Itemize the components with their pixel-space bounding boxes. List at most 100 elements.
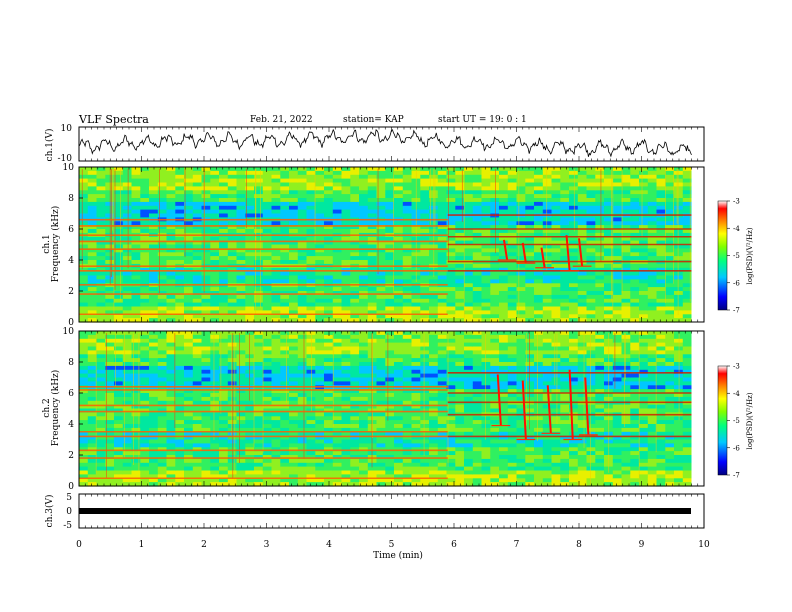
spectrogram-cell bbox=[96, 229, 106, 234]
spectrogram-cell bbox=[87, 478, 98, 483]
spectrogram-cell bbox=[542, 190, 553, 195]
spectrogram-cell bbox=[297, 182, 308, 187]
spectrogram-cell bbox=[595, 271, 605, 277]
spectrogram-cell bbox=[674, 248, 684, 253]
spectrogram-cell bbox=[472, 385, 483, 390]
spectrogram-cell bbox=[437, 167, 448, 172]
spectrogram-cell bbox=[184, 420, 194, 425]
spectrogram-cell bbox=[490, 350, 500, 355]
spectrogram-cell bbox=[499, 427, 509, 433]
spectrogram-cell bbox=[490, 431, 500, 437]
spectrogram-cell bbox=[341, 306, 351, 311]
spectrogram-cell bbox=[332, 350, 343, 355]
spectrogram-cell bbox=[105, 412, 115, 417]
spectrogram-cell bbox=[175, 350, 185, 355]
spectrogram-cell bbox=[621, 174, 631, 180]
spectrogram-cell bbox=[289, 334, 299, 340]
spectrogram-cell bbox=[289, 470, 299, 475]
spectrogram-cell bbox=[175, 302, 185, 308]
spectrogram-cell bbox=[324, 420, 334, 425]
spectrogram-cell bbox=[184, 331, 194, 336]
spectrogram-cell bbox=[149, 365, 159, 371]
spectrogram-cell bbox=[507, 447, 518, 452]
spectrogram-cell bbox=[525, 427, 535, 433]
spectrogram-cell bbox=[297, 451, 308, 456]
spectrogram-cell bbox=[656, 225, 666, 230]
spectrogram-cell bbox=[96, 466, 106, 472]
spectrogram-cell bbox=[437, 350, 448, 355]
spectrogram-cell bbox=[149, 466, 159, 472]
spectrogram-cell bbox=[367, 470, 378, 475]
spectrogram-cell bbox=[464, 198, 474, 203]
ytick-label: 0 bbox=[68, 318, 74, 328]
spectrogram-cell bbox=[297, 205, 308, 211]
spectrogram-cell bbox=[210, 455, 220, 460]
spectrogram-cell bbox=[569, 186, 579, 191]
spectrogram-cell bbox=[402, 182, 413, 187]
spectrogram-cell bbox=[114, 404, 124, 410]
spectrogram-cell bbox=[542, 174, 553, 180]
spectrogram-cell bbox=[429, 447, 439, 452]
spectrogram-cell bbox=[245, 190, 255, 195]
spectrogram-cell bbox=[280, 369, 290, 375]
spectrogram-cell bbox=[376, 194, 386, 199]
spectrogram-cell bbox=[437, 302, 448, 308]
spectrogram-cell bbox=[219, 201, 229, 207]
spectrogram-cell bbox=[569, 314, 579, 319]
spectrogram-cell bbox=[446, 170, 456, 176]
spectrogram-cell bbox=[647, 229, 658, 234]
spectrogram-cell bbox=[341, 170, 351, 176]
spectrogram-cell bbox=[551, 310, 561, 315]
spectrogram-cell bbox=[612, 232, 623, 238]
spectrogram-cell bbox=[175, 240, 185, 246]
spectrogram-cell bbox=[516, 334, 526, 340]
spectrogram-cell bbox=[612, 271, 623, 277]
spectrogram-cell bbox=[157, 334, 168, 340]
spectrogram-cell bbox=[87, 201, 98, 207]
spectrogram-cell bbox=[324, 478, 334, 483]
spectrogram-cell bbox=[96, 447, 106, 452]
spectrogram-cell bbox=[149, 306, 159, 311]
spectrogram-cell bbox=[446, 298, 456, 304]
spectrogram-cell bbox=[359, 267, 369, 273]
spectrogram-cell bbox=[201, 396, 211, 402]
spectrogram-cell bbox=[437, 443, 448, 448]
spectrogram-cell bbox=[665, 256, 675, 261]
spectrogram-cell bbox=[219, 244, 229, 249]
spectrogram-cell bbox=[332, 474, 343, 479]
spectrogram-cell bbox=[262, 369, 273, 375]
spectrogram-cell bbox=[507, 248, 518, 253]
spectrogram-cell bbox=[647, 221, 658, 226]
spectrogram-cell bbox=[227, 190, 238, 195]
spectrogram-cell bbox=[367, 260, 378, 265]
spectrogram-cell bbox=[271, 318, 281, 323]
spectrogram-cell bbox=[665, 209, 675, 215]
spectrogram-cell bbox=[507, 373, 518, 379]
spectrogram-cell bbox=[289, 194, 299, 199]
spectrogram-cell bbox=[350, 182, 360, 187]
spectrogram-cell bbox=[297, 167, 308, 172]
spectrogram-cell bbox=[394, 358, 404, 363]
spectrogram-cell bbox=[455, 389, 465, 394]
spectrogram-cell bbox=[595, 294, 605, 300]
ch1-waveform-ylabel: ch.1(V) bbox=[44, 129, 55, 162]
spectrogram-cell bbox=[612, 287, 623, 292]
spectrogram-cell bbox=[254, 362, 264, 367]
spectrogram-cell bbox=[402, 318, 413, 323]
spectrogram-cell bbox=[227, 252, 238, 257]
spectrogram-cell bbox=[297, 381, 308, 386]
spectrogram-cell bbox=[315, 178, 325, 184]
spectrogram-cell bbox=[437, 221, 448, 226]
spectrogram-cell bbox=[79, 167, 89, 172]
spectrogram-cell bbox=[420, 318, 430, 323]
spectrogram-cell bbox=[201, 256, 211, 261]
spectrogram-cell bbox=[577, 225, 588, 230]
spectrogram-cell bbox=[254, 310, 264, 315]
spectrogram-cell bbox=[464, 377, 474, 382]
spectrogram-cell bbox=[350, 451, 360, 456]
spectrogram-cell bbox=[262, 389, 273, 394]
spectrogram-cell bbox=[122, 267, 133, 273]
spectrogram-cell bbox=[271, 435, 281, 441]
spectrogram-cell bbox=[516, 298, 526, 304]
spectrogram-cell bbox=[420, 174, 430, 180]
